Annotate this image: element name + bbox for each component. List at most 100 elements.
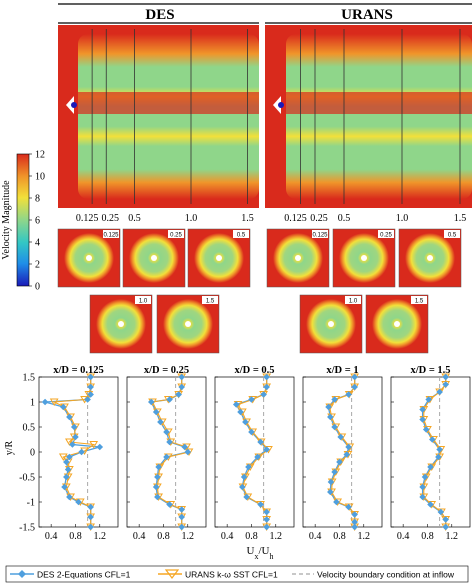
des-marker bbox=[419, 483, 426, 491]
profile-panel-title: x/D = 0.5 bbox=[234, 365, 274, 376]
colorbar-tick-label: 6 bbox=[35, 216, 40, 227]
des-marker bbox=[87, 513, 94, 521]
des-slice-label-box bbox=[103, 230, 119, 238]
des-marker bbox=[87, 383, 94, 391]
des-marker bbox=[345, 503, 352, 511]
des-marker bbox=[245, 463, 252, 471]
des-slice-label: 0.125 bbox=[103, 233, 119, 239]
des-marker bbox=[148, 398, 155, 406]
des-marker bbox=[429, 436, 436, 443]
des-marker bbox=[69, 441, 76, 448]
des-marker bbox=[419, 493, 426, 501]
des-marker bbox=[336, 458, 343, 466]
des-marker bbox=[166, 501, 173, 508]
urans-hub-low-velocity bbox=[278, 102, 284, 108]
profile-panel-title: x/D = 1.5 bbox=[410, 365, 450, 376]
urans-hub-wake bbox=[278, 92, 472, 114]
des-marker bbox=[263, 383, 270, 391]
des-slice-label-box bbox=[202, 296, 218, 304]
x-tick-label: 0.8 bbox=[245, 531, 258, 542]
des-marker bbox=[248, 396, 255, 403]
des-field-tick: 1.5 bbox=[241, 213, 254, 224]
y-tick-label: 1.5 bbox=[23, 373, 36, 384]
x-tick-label: 0.8 bbox=[157, 531, 170, 542]
des-marker bbox=[70, 423, 78, 431]
des-marker bbox=[263, 516, 270, 523]
des-slice-label: 0.5 bbox=[237, 233, 246, 239]
x-tick-label: 0.4 bbox=[309, 531, 322, 542]
des-marker bbox=[343, 451, 351, 458]
des-field-tick: 0.25 bbox=[102, 213, 120, 224]
des-marker bbox=[442, 381, 449, 388]
des-marker bbox=[66, 493, 73, 501]
des-marker bbox=[237, 408, 244, 416]
des-marker bbox=[419, 406, 426, 413]
x-tick-label: 1.2 bbox=[270, 531, 283, 542]
des-field-tick: 0.125 bbox=[76, 213, 99, 224]
des-marker bbox=[436, 388, 443, 396]
urans-field-tick: 0.125 bbox=[284, 213, 307, 224]
urans-field-tick: 0.5 bbox=[338, 213, 351, 224]
cross-section-slices: 0.125 0.25 0.5 1.0 1.5 0.125 0.25 0.5 1.0 1.5 bbox=[57, 228, 462, 354]
des-marker bbox=[248, 428, 255, 436]
colorbar-ticks: 12 10 8 6 4 2 0 bbox=[29, 150, 45, 293]
des-slice-hub bbox=[86, 255, 92, 261]
des-slice-label: 1.5 bbox=[206, 299, 215, 305]
des-marker bbox=[61, 483, 68, 491]
des-marker bbox=[166, 438, 173, 446]
des-rotor-shape bbox=[66, 96, 74, 114]
des-marker bbox=[87, 503, 94, 511]
des-marker bbox=[345, 391, 352, 398]
des-marker bbox=[254, 453, 261, 461]
urans-field-tick: 1.0 bbox=[396, 213, 409, 224]
des-marker bbox=[41, 398, 49, 406]
des-marker bbox=[181, 443, 189, 451]
x-tick-label: 0.4 bbox=[221, 531, 234, 542]
des-slice-hub bbox=[118, 321, 124, 327]
des-field-tick: 0.5 bbox=[128, 213, 141, 224]
des-marker bbox=[178, 523, 185, 531]
des-marker bbox=[87, 373, 94, 381]
y-tick-label: -1 bbox=[27, 498, 35, 509]
des-wake-region bbox=[78, 34, 259, 199]
field-x-ticks: 0.125 0.25 0.5 1.0 1.5 0.125 0.25 0.5 1.0 1.5 bbox=[76, 213, 466, 224]
header-urans: URANS bbox=[341, 7, 393, 23]
des-marker bbox=[263, 373, 270, 381]
urans-slice-hub bbox=[427, 255, 433, 261]
des-marker bbox=[240, 473, 248, 481]
des-slice-hub bbox=[216, 255, 222, 261]
y-tick-label: 0 bbox=[30, 448, 35, 459]
des-marker bbox=[351, 518, 358, 526]
urans-slice-hub bbox=[361, 255, 367, 261]
profile-panel: x/D = 0.25 0.4 0.8 1.2 bbox=[126, 365, 207, 542]
urans-field-tick: 1.5 bbox=[454, 213, 467, 224]
des-slice-hub bbox=[151, 255, 157, 261]
des-slice-hub bbox=[185, 321, 191, 327]
urans-field-tick: 0.25 bbox=[310, 213, 328, 224]
y-tick-label: 1 bbox=[30, 398, 35, 409]
des-slice-label-box bbox=[135, 296, 151, 304]
profile-panel-title: x/D = 0.125 bbox=[53, 365, 104, 376]
des-marker bbox=[351, 383, 358, 391]
des-marker bbox=[166, 396, 173, 403]
des-marker bbox=[239, 483, 246, 491]
des-marker bbox=[154, 493, 161, 501]
des-marker bbox=[260, 391, 267, 398]
colorbar-tick-label: 10 bbox=[35, 172, 45, 183]
des-marker bbox=[152, 408, 160, 416]
profile-panel: x/D = 1 0.4 0.8 1.2 bbox=[302, 365, 383, 542]
des-marker bbox=[232, 401, 240, 408]
des-marker bbox=[421, 473, 429, 481]
legend-box bbox=[5, 565, 469, 583]
colorbar-tick-label: 2 bbox=[35, 260, 40, 271]
des-marker bbox=[154, 473, 161, 481]
urans-slice-label: 0.25 bbox=[380, 233, 392, 239]
urans-marker bbox=[58, 453, 68, 461]
des-marker bbox=[437, 508, 445, 516]
urans-slice-label-box bbox=[345, 296, 361, 304]
y-tick-label: -1.5 bbox=[19, 523, 35, 534]
des-marker bbox=[152, 483, 160, 491]
des-slice-label: 0.25 bbox=[170, 233, 182, 239]
x-tick-label: 1.2 bbox=[446, 531, 459, 542]
